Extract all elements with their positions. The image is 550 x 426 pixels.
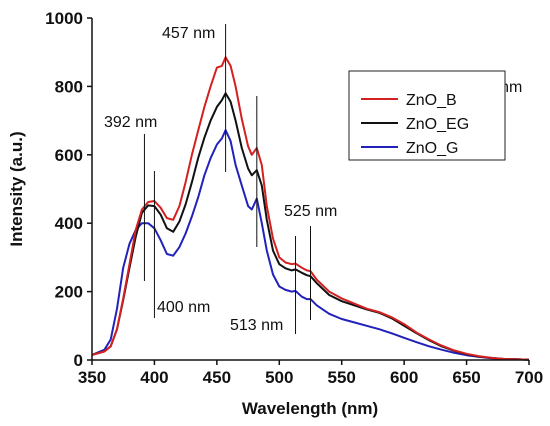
x-tick-label: 350 [78, 368, 106, 387]
y-tick-label: 600 [55, 146, 83, 165]
peak-label-457: 457 nm [162, 25, 215, 42]
x-tick-label: 550 [328, 368, 356, 387]
legend-label-zno-g: ZnO_G [406, 140, 458, 157]
legend: ZnO_B ZnO_EG ZnO_G [349, 71, 505, 160]
peak-label-513: 513 nm [230, 317, 283, 334]
x-axis-title: Wavelength (nm) [242, 399, 378, 418]
x-tick-label: 650 [452, 368, 480, 387]
legend-label-zno-b: ZnO_B [406, 92, 457, 109]
x-tick-label: 400 [140, 368, 168, 387]
x-tick-label: 600 [390, 368, 418, 387]
y-tick-label: 800 [55, 77, 83, 96]
x-tick-label: 450 [203, 368, 231, 387]
x-tick-label: 700 [515, 368, 543, 387]
peak-label-525: 525 nm [284, 203, 337, 220]
x-tick-label: 500 [265, 368, 293, 387]
ticks-layer: 350 400 450 500 550 600 650 700 0 200 400 600 800 100… [45, 9, 543, 387]
y-axis-title: Intensity (a.u.) [7, 131, 26, 246]
y-tick-label: 1000 [45, 9, 83, 28]
y-tick-label: 200 [55, 283, 83, 302]
y-tick-label: 0 [74, 351, 83, 370]
peak-label-400: 400 nm [157, 299, 210, 316]
peak-label-392: 392 nm [104, 114, 157, 131]
legend-label-zno-eg: ZnO_EG [406, 116, 469, 133]
y-tick-label: 400 [55, 214, 83, 233]
